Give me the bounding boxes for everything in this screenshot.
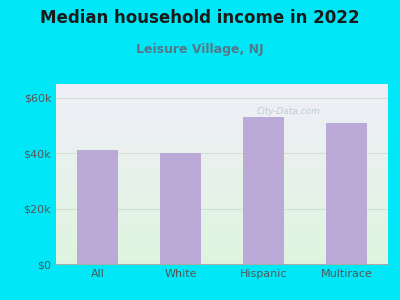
Text: Leisure Village, NJ: Leisure Village, NJ	[136, 44, 264, 56]
Bar	[77, 151, 118, 264]
Bar	[160, 153, 201, 264]
Text: Median household income in 2022: Median household income in 2022	[40, 9, 360, 27]
Text: City-Data.com: City-Data.com	[256, 106, 320, 116]
Bar	[243, 117, 284, 264]
Bar	[326, 123, 367, 264]
